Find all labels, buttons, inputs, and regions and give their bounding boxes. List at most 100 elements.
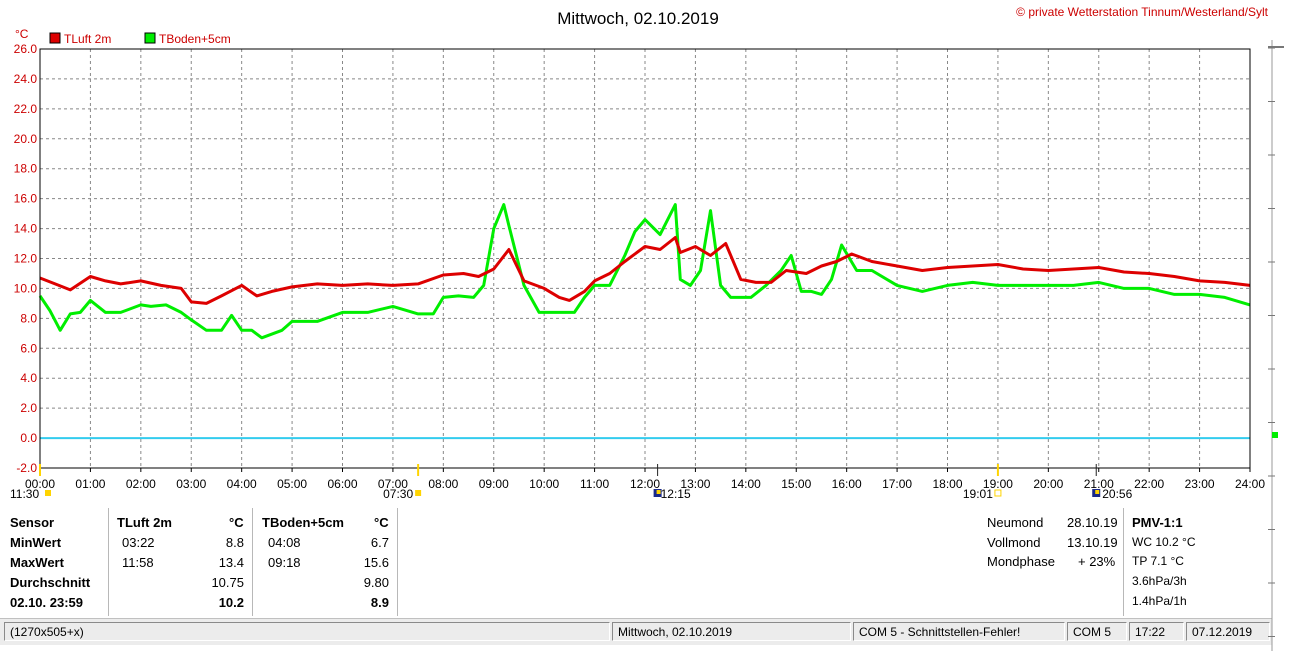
x-tick-label: 17:00 [882, 477, 912, 491]
stats-s2-value: 9.80 [363, 575, 389, 590]
stats-s1-value: 10.75 [211, 575, 244, 590]
temperature-chart: 26.0 24.0 22.0 20.0 18.0 16.0 14.0 12.0 10.0 8.0 6… [10, 5, 1269, 501]
x-tick-label: 21:00 [1084, 477, 1114, 491]
x-tick-label: 05:00 [277, 477, 307, 491]
y-tick-label: 10.0 [14, 281, 38, 295]
status-today: 07.12.2019 [1186, 622, 1270, 641]
x-tick-label: 19:00 [983, 477, 1013, 491]
x-tick-label: 01:00 [75, 477, 105, 491]
copyright-text: © private Wetterstation Tinnum/Westerlan… [1016, 5, 1269, 19]
y-tick-label: 26.0 [14, 42, 38, 56]
x-tick-label: 10:00 [529, 477, 559, 491]
y-tick-label: 18.0 [14, 162, 38, 176]
moon-label: Neumond [987, 515, 1044, 530]
status-port: COM 5 [1067, 622, 1127, 641]
x-tick-label: 04:00 [227, 477, 257, 491]
status-time: 17:22 [1129, 622, 1184, 641]
moon-icon-highlight [1095, 490, 1100, 494]
stats-row-label: Durchschnitt [10, 575, 91, 590]
chart-title: Mittwoch, 02.10.2019 [557, 9, 719, 28]
event-time-label: 12:15 [661, 487, 691, 501]
x-tick-label: 13:00 [680, 477, 710, 491]
chart-grid [40, 49, 1250, 468]
y-unit-label: °C [15, 27, 29, 41]
pmv-tp: TP 7.1 °C [1132, 554, 1184, 568]
legend-swatch-tluft [49, 32, 61, 44]
stats-row-label: MaxWert [10, 555, 64, 570]
x-tick-label: 02:00 [126, 477, 156, 491]
stats-s2-time: 04:08 [268, 535, 301, 550]
y-tick-label: -2.0 [16, 461, 37, 475]
moon-label: Mondphase [987, 554, 1055, 569]
event-time-label: 07:30 [383, 487, 413, 501]
stats-s2-header: TBoden+5cm [262, 515, 344, 530]
stats-s1-time: 11:58 [122, 555, 154, 570]
right-strip-marker [1272, 432, 1278, 438]
stats-row-label: 02.10. 23:59 [10, 595, 84, 610]
x-tick-label: 11:00 [580, 477, 609, 491]
stats-sensor-header: Sensor [10, 515, 55, 530]
stats-panel: Sensor TLuft 2m °C TBoden+5cm °C MinWert… [0, 508, 1270, 616]
y-tick-label: 4.0 [20, 371, 37, 385]
stats-divider [252, 508, 253, 616]
plot-frame [39, 48, 1251, 469]
series-line-tboden [38, 203, 1251, 340]
stats-s1-time: 03:22 [122, 535, 155, 550]
stats-s1-value: 8.8 [225, 535, 244, 550]
moon-value: + 23% [1078, 554, 1116, 569]
status-size: (1270x505+x) [4, 622, 610, 641]
stats-s1-header: TLuft 2m [117, 515, 172, 530]
x-tick-label: 03:00 [176, 477, 206, 491]
moon-value: 28.10.19 [1067, 515, 1118, 530]
y-tick-label: 14.0 [14, 222, 38, 236]
x-tick-label: 14:00 [731, 477, 761, 491]
pmv-pressure-1h: 1.4hPa/1h [1132, 594, 1187, 608]
moon-icon-highlight [656, 490, 661, 494]
right-scale-strip [1268, 40, 1284, 651]
pmv-pressure-3h: 3.6hPa/3h [1132, 574, 1187, 588]
stats-s2-value: 6.7 [370, 535, 389, 550]
series-line-tluft [39, 236, 1251, 305]
sunset-icon [994, 489, 1002, 497]
legend-swatch-tboden [144, 32, 156, 44]
legend-label-tluft: TLuft 2m [64, 32, 111, 46]
y-tick-label: 16.0 [14, 192, 38, 206]
x-tick-label: 20:00 [1033, 477, 1063, 491]
y-tick-label: 12.0 [14, 252, 38, 266]
sun-icon [45, 490, 51, 496]
stats-s2-value: 15.6 [363, 555, 389, 570]
y-tick-label: 6.0 [20, 341, 37, 355]
legend-label-tboden: TBoden+5cm [159, 32, 231, 46]
x-tick-label: 12:00 [630, 477, 660, 491]
stats-s1-value: 13.4 [218, 555, 244, 570]
y-tick-label: 20.0 [14, 132, 38, 146]
x-tick-label: 08:00 [428, 477, 458, 491]
x-tick-label: 09:00 [479, 477, 509, 491]
status-bar: (1270x505+x) Mittwoch, 02.10.2019 COM 5 … [0, 618, 1272, 645]
y-tick-label: 0.0 [20, 431, 37, 445]
stats-s2-time: 09:18 [268, 555, 301, 570]
stats-s2-unit: °C [374, 515, 389, 530]
sun-icon [415, 490, 422, 496]
x-tick-label: 22:00 [1134, 477, 1164, 491]
y-tick-label: 2.0 [20, 401, 37, 415]
stats-row-label: MinWert [10, 535, 62, 550]
status-error: COM 5 - Schnittstellen-Fehler! [853, 622, 1065, 641]
y-tick-label: 24.0 [14, 72, 38, 86]
pmv-wc: WC 10.2 °C [1132, 535, 1196, 549]
stats-s2-value: 8.9 [370, 595, 389, 610]
stats-s1-value: 10.2 [218, 595, 244, 610]
chart-axis: 26.0 24.0 22.0 20.0 18.0 16.0 14.0 12.0 10.0 8.0 6… [14, 42, 1266, 491]
x-tick-label: 16:00 [832, 477, 862, 491]
event-time-label: 20:56 [1102, 487, 1132, 501]
moon-label: Vollmond [987, 535, 1041, 550]
right-strip-cap [1268, 46, 1284, 48]
moon-value: 13.10.19 [1067, 535, 1118, 550]
x-tick-label: 00:00 [25, 477, 55, 491]
y-tick-label: 8.0 [20, 311, 37, 325]
chart-events: 11:30 07:30 12:15 19:01 20:56 [10, 464, 1133, 501]
y-tick-label: 22.0 [14, 102, 38, 116]
event-time-label: 19:01 [963, 487, 993, 501]
x-tick-label: 06:00 [327, 477, 357, 491]
legend: TLuft 2m TBoden+5cm [49, 32, 231, 46]
